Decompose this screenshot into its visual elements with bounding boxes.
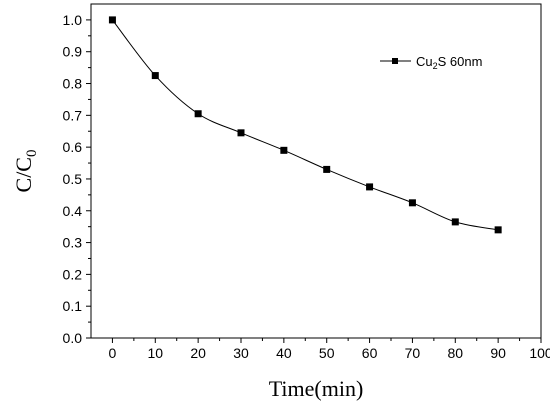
series-layer	[108, 16, 502, 234]
x-tick-label: 30	[233, 345, 249, 361]
y-axis-ticks: 0.0 0.1 0.2 0.3 0.4 0.5 0.6 0.7 0.8 0.9 1.0	[63, 12, 91, 346]
data-point	[323, 165, 331, 173]
series-line	[112, 19, 499, 231]
data-point	[108, 16, 116, 24]
data-point	[494, 226, 502, 234]
plot-frame	[90, 3, 542, 339]
y-tick-label: 0.9	[63, 44, 83, 60]
x-tick-label: 100	[529, 345, 550, 361]
legend: Cu2S 60nm	[380, 54, 482, 71]
x-tick-label: 40	[276, 345, 292, 361]
legend-label: Cu2S 60nm	[416, 54, 482, 71]
x-axis-title: Time(min)	[269, 376, 364, 401]
x-tick-label: 70	[405, 345, 421, 361]
y-tick-label: 0.6	[63, 139, 83, 155]
data-point	[280, 146, 288, 154]
data-point	[237, 129, 245, 137]
data-point	[194, 110, 202, 118]
y-tick-label: 0.0	[63, 330, 83, 346]
x-tick-label: 90	[490, 345, 506, 361]
y-tick-label: 0.2	[63, 266, 83, 282]
x-tick-label: 50	[319, 345, 335, 361]
data-point	[366, 183, 374, 191]
x-tick-label: 60	[362, 345, 378, 361]
x-tick-label: 10	[147, 345, 163, 361]
x-tick-label: 0	[109, 345, 117, 361]
data-point	[151, 72, 159, 80]
x-tick-label: 80	[447, 345, 463, 361]
y-tick-label: 0.3	[63, 235, 83, 251]
y-tick-label: 0.4	[63, 203, 83, 219]
y-tick-label: 0.7	[63, 107, 83, 123]
data-point	[451, 218, 459, 226]
y-tick-label: 0.8	[63, 76, 83, 92]
y-axis-title: C/C0	[11, 150, 40, 193]
data-point	[408, 199, 416, 207]
y-tick-label: 0.5	[63, 171, 83, 187]
legend-marker	[392, 58, 398, 64]
y-tick-label: 0.1	[63, 298, 83, 314]
x-axis-ticks: 0 10 20 30 40 50 60 70 80 90 100	[109, 338, 550, 361]
y-tick-label: 1.0	[63, 12, 83, 28]
x-tick-label: 20	[190, 345, 206, 361]
